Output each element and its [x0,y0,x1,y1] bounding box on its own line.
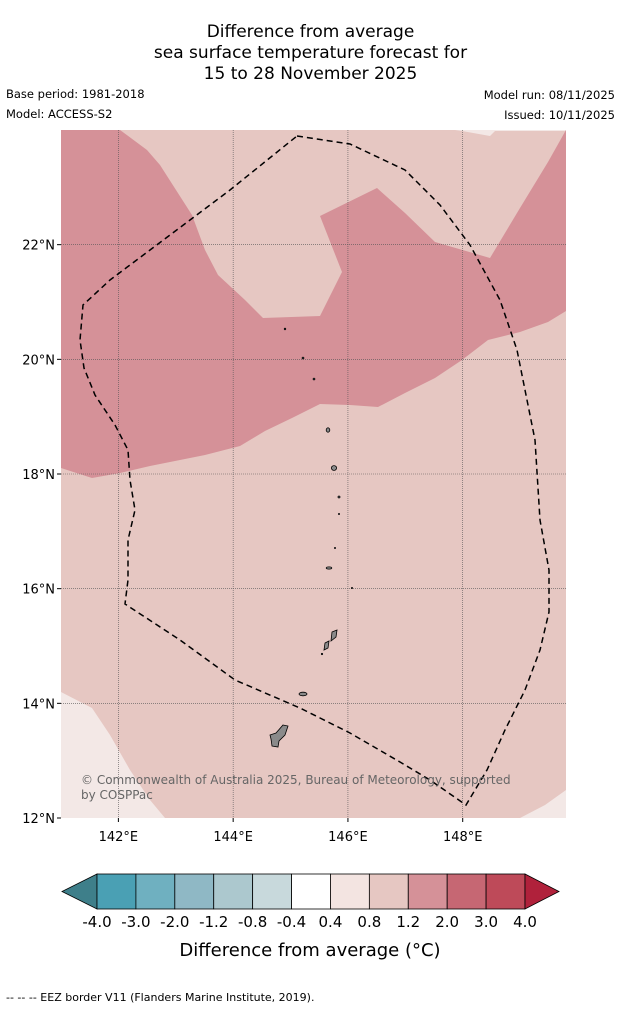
title-line-3: 15 to 28 November 2025 [203,64,418,84]
lat-tick-label: 18°N [22,468,55,483]
lon-tick-label: 146°E [328,830,368,845]
colorbar-tick-label: 4.0 [513,913,537,931]
anomaly-region-pale-top [455,130,566,136]
lat-tick-label: 16°N [22,583,55,598]
model-name: Model: ACCESS-S2 [6,107,113,121]
island-aguijan [320,652,324,656]
colorbar-extend-low [61,873,98,910]
colorbar-segment [174,873,215,910]
island-tinian [323,640,330,651]
anomaly-region-medium [61,130,566,478]
map-gridlines [61,130,566,818]
colorbar-segment [368,873,409,910]
issued-date: Issued: 10/11/2025 [504,108,615,122]
colorbar-segment [485,873,526,910]
island-rota [298,691,308,697]
colorbar: -4.0 -3.0 -2.0 -1.2 -0.8 -0.4 0.4 0.8 1.2 2.0 3.0 4… [61,873,560,931]
colorbar-segment [96,873,137,910]
colorbar-tick-label: -0.4 [277,913,306,931]
watermark-line-1: © Commonwealth of Australia 2025, Bureau… [81,773,511,787]
colorbar-segment [330,873,370,910]
lon-tick-label: 142°E [99,830,139,845]
island-pagan [330,465,337,471]
watermark-line-2: by COSPPac [81,788,153,802]
colorbar-tick-label: 3.0 [474,913,498,931]
colorbar-segment [252,873,292,910]
title-line-1: Difference from average [206,22,415,42]
lon-tick-label: 144°E [213,830,253,845]
colorbar-tick-label: 0.4 [319,913,343,931]
lat-tick-label: 14°N [22,697,55,712]
colorbar-segment [291,873,331,910]
colorbar-extend-high [524,873,560,910]
colorbar-tick-label: 0.8 [357,913,381,931]
anomaly-region-pale-southwest [61,692,165,818]
base-period: Base period: 1981-2018 [6,87,145,101]
colorbar-segment [407,873,448,910]
colorbar-tick-label: -3.0 [121,913,150,931]
title-line-2: sea surface temperature forecast for [153,43,468,63]
model-run: Model run: 08/11/2025 [483,88,615,102]
colorbar-title: Difference from average (°C) [179,940,440,961]
colorbar-segment [213,873,254,910]
island-farallon-de-medinilla [350,587,353,590]
colorbar-tick-label: -0.8 [238,913,267,931]
lat-tick-label: 20°N [22,353,55,368]
anomaly-region-pale-southeast [520,790,566,818]
longitude-ticks: 142°E 144°E 146°E 148°E [99,818,483,845]
island-sarigan [333,547,336,550]
island-alamagan [337,495,341,499]
lon-tick-label: 148°E [443,830,483,845]
lat-tick-label: 12°N [22,812,55,827]
lat-tick-label: 22°N [22,239,55,254]
colorbar-tick-label: -1.2 [199,913,228,931]
island-maug [301,356,305,360]
colorbar-tick-label: -4.0 [82,913,111,931]
island-asuncion [312,377,316,381]
colorbar-tick-label: -2.0 [160,913,189,931]
island-saipan [330,629,338,642]
island-guam [269,724,289,748]
colorbar-segment [446,873,487,910]
colorbar-tick-label: 1.2 [396,913,420,931]
island-guguan [337,513,340,516]
eez-border [79,135,550,807]
latitude-ticks: 22°N 20°N 18°N 16°N 14°N 12°N [22,239,61,827]
island-anatahan [325,566,333,570]
forecast-map: © Commonwealth of Australia 2025, Bureau… [22,130,566,961]
colorbar-tick-label: 2.0 [435,913,459,931]
eez-legend: -- -- -- EEZ border V11 (Flanders Marine… [6,991,315,1004]
islands [269,327,353,748]
island-farallon-de-pajaros [283,327,287,331]
colorbar-segment [135,873,176,910]
island-agrihan [325,427,331,433]
